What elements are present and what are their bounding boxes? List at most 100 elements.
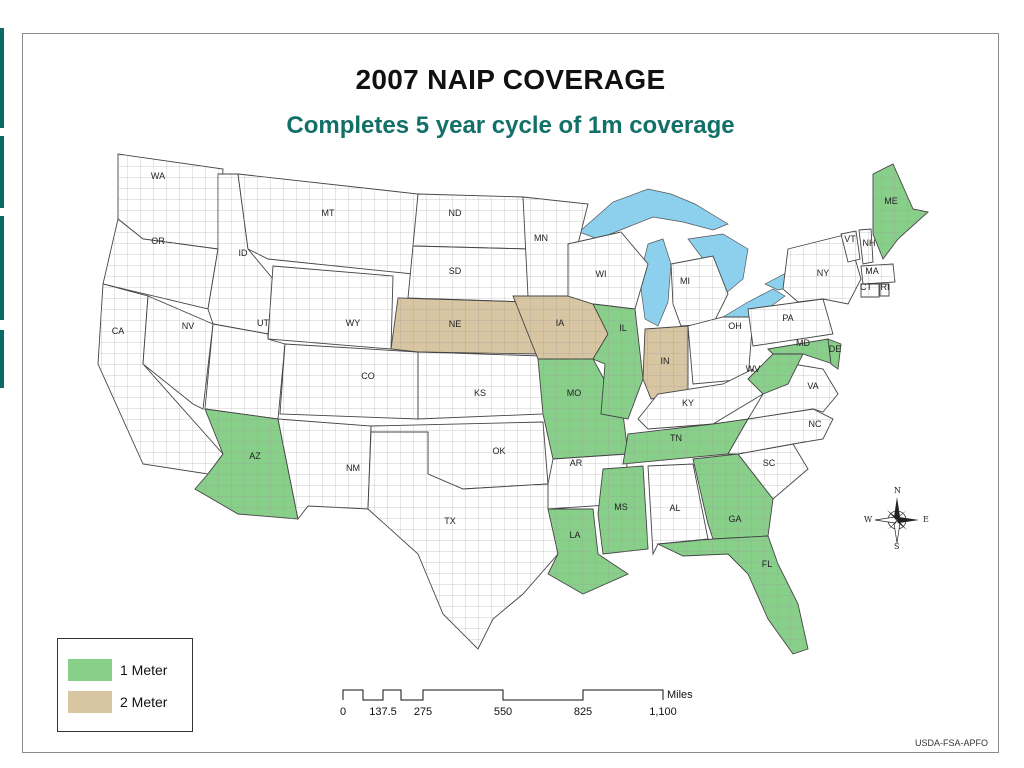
slide-accent-bar (0, 136, 4, 208)
county-lines-nh (859, 229, 873, 264)
county-lines-pa (748, 299, 833, 346)
county-lines-wy (268, 266, 393, 349)
scale-tick: 825 (573, 706, 593, 718)
county-lines-wi (568, 232, 648, 309)
state-label-ky: KY (682, 398, 694, 408)
county-lines-al (648, 464, 708, 554)
state-label-nv: NV (182, 321, 195, 331)
county-lines-or (103, 219, 218, 309)
county-lines-ma (861, 264, 895, 284)
state-label-ms: MS (614, 502, 628, 512)
county-lines-la (548, 509, 628, 594)
county-lines-ct (861, 284, 879, 297)
state-label-wv: WV (746, 364, 761, 374)
state-label-az: AZ (249, 451, 261, 461)
state-label-ia: IA (556, 318, 565, 328)
state-label-la: LA (569, 530, 580, 540)
legend-swatch-2m (68, 691, 112, 713)
compass-south: S (894, 542, 900, 551)
county-lines-tn (623, 419, 748, 464)
county-lines-in (643, 326, 688, 399)
state-label-pa: PA (782, 313, 793, 323)
county-lines-vt (841, 231, 860, 262)
state-label-ny: NY (817, 268, 830, 278)
state-label-me: ME (884, 196, 898, 206)
compass-rose-icon (874, 497, 919, 544)
legend-item-1m: 1 Meter (68, 659, 167, 681)
county-lines-oh (688, 317, 753, 384)
state-label-id: ID (239, 248, 249, 258)
county-lines-ms (598, 466, 648, 554)
compass-rose: N S W E (864, 486, 929, 551)
state-label-oh: OH (728, 321, 742, 331)
county-lines-wv (748, 354, 803, 394)
state-label-il: IL (619, 323, 627, 333)
scale-tick: 137.5 (369, 706, 397, 718)
state-label-nc: NC (809, 419, 822, 429)
scale-tick: 1,100 (649, 706, 677, 718)
state-label-ri: RI (881, 282, 890, 292)
county-lines-va (748, 364, 838, 419)
county-lines-ok (371, 422, 548, 489)
county-lines-fl (658, 536, 808, 654)
credit-text: USDA-FSA-APFO (914, 738, 988, 748)
map-subtitle: Completes 5 year cycle of 1m coverage (286, 112, 735, 139)
state-label-md: MD (796, 338, 810, 348)
county-lines-ut (205, 324, 285, 419)
lake-superior (578, 188, 729, 240)
county-lines-md (768, 339, 833, 364)
county-lines-ca (98, 284, 223, 474)
slide-accent-bar (0, 330, 4, 388)
scale-tick: 0 (339, 706, 347, 718)
state-label-ne: NE (449, 319, 462, 329)
state-label-nd: ND (449, 208, 462, 218)
state-label-vt: VT (844, 234, 856, 244)
state-label-de: DE (829, 344, 842, 354)
county-lines-id (208, 174, 273, 334)
state-label-nm: NM (346, 463, 360, 473)
county-lines-co (280, 344, 418, 419)
state-label-va: VA (807, 381, 818, 391)
state-label-mn: MN (534, 233, 548, 243)
scale-bar-graphic (342, 689, 664, 701)
legend-item-2m: 2 Meter (68, 691, 167, 713)
county-lines-tx (368, 432, 558, 649)
state-label-ca: CA (112, 326, 125, 336)
county-lines-me (873, 164, 928, 259)
county-lines-sc (738, 444, 808, 499)
county-lines-ia (513, 296, 608, 359)
county-lines-wa (118, 154, 223, 249)
state-label-co: CO (361, 371, 375, 381)
county-lines-ne (391, 298, 538, 354)
state-label-nh: NH (863, 238, 876, 248)
state-label-mo: MO (567, 388, 582, 398)
state-label-ks: KS (474, 388, 486, 398)
compass-west: W (864, 515, 873, 524)
state-label-sd: SD (449, 266, 462, 276)
state-label-ct: CT (860, 282, 872, 292)
states-layer (97, 153, 929, 655)
great-lakes (578, 188, 824, 327)
compass-north: N (894, 486, 901, 495)
state-label-wa: WA (151, 171, 165, 181)
map-frame: WA OR CA ID NV MT WY UT CO AZ NM ND SD NE KS OK TX MN IA MO… (22, 33, 999, 753)
county-lines-il (593, 304, 643, 419)
state-label-ar: AR (570, 458, 583, 468)
state-label-mi: MI (680, 276, 690, 286)
county-lines-nm (278, 419, 371, 519)
county-lines-mi (671, 256, 728, 326)
county-lines-mt (238, 174, 418, 274)
state-label-fl: FL (762, 559, 773, 569)
county-lines-nd (413, 194, 528, 249)
state-label-ut: UT (257, 318, 269, 328)
state-label-wi: WI (596, 269, 607, 279)
state-label-al: AL (669, 503, 680, 513)
state-label-mt: MT (322, 208, 335, 218)
county-lines-ga (693, 454, 773, 539)
county-lines-sd (408, 246, 528, 302)
state-label-ga: GA (728, 514, 741, 524)
county-lines-ny (783, 234, 861, 304)
state-label-in: IN (661, 356, 670, 366)
state-label-sc: SC (763, 458, 776, 468)
county-lines-de (828, 339, 841, 369)
